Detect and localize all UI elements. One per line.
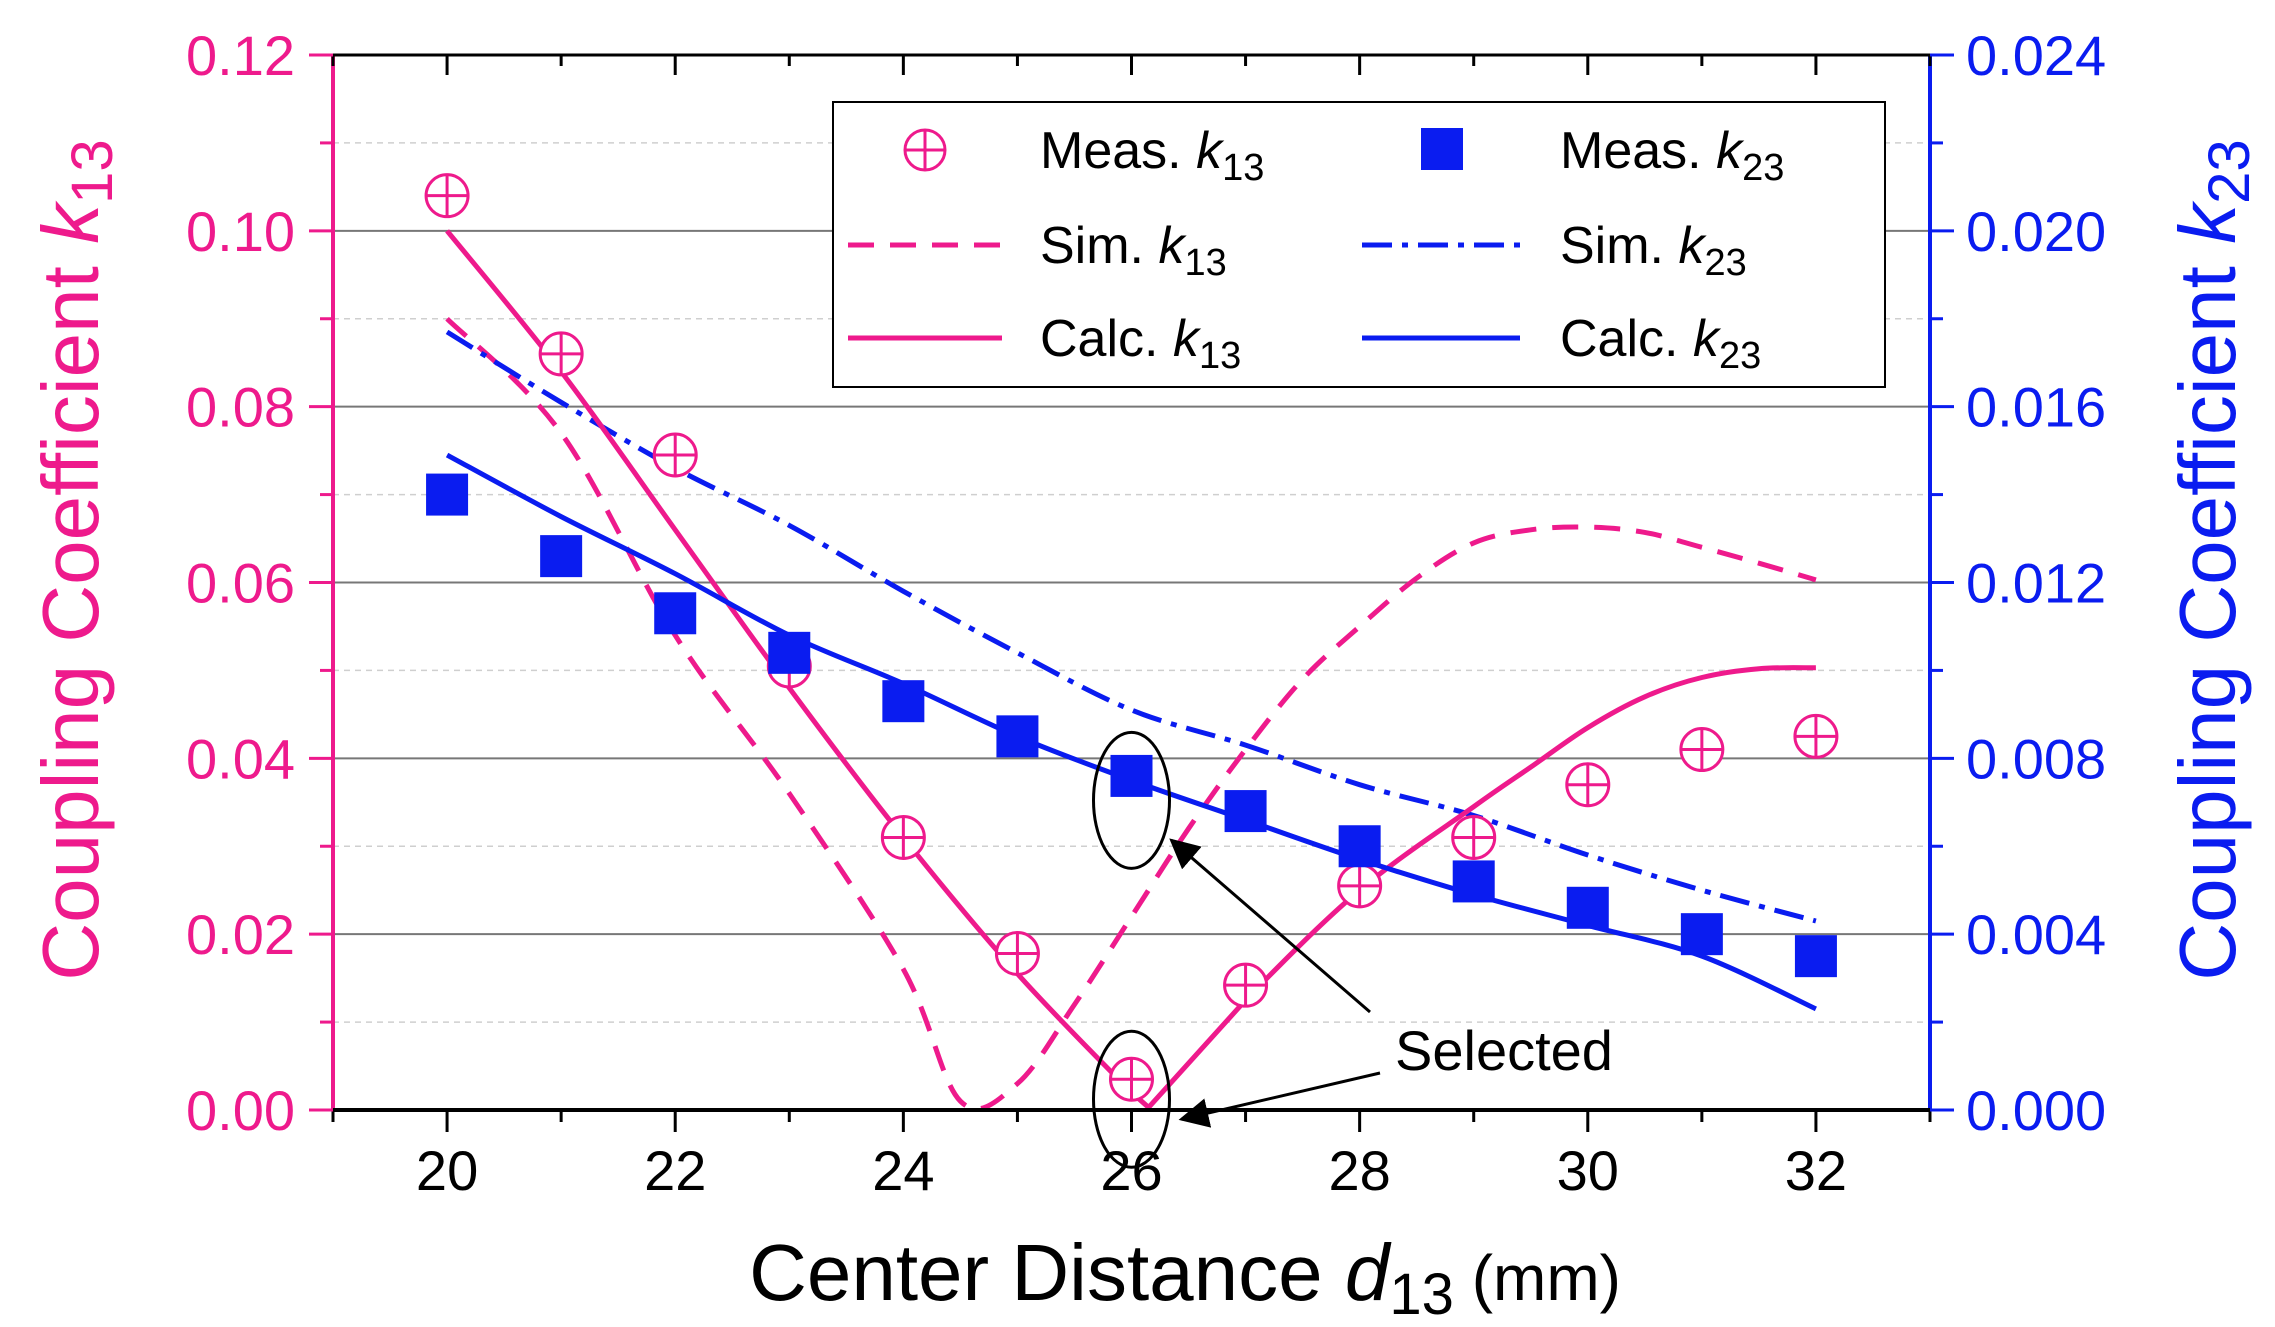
- x-tick-label: 32: [1785, 1139, 1847, 1202]
- annotation-ellipse: [1092, 730, 1171, 870]
- legend: Meas. k13 Sim. k13 Calc. k13 Meas. k23 S…: [832, 101, 1886, 388]
- x-axis-label-main: Center Distance: [749, 1228, 1345, 1317]
- point-meas-k23: [1338, 825, 1381, 868]
- y-right-axis-label: Coupling Coefficient k23: [2163, 139, 2262, 980]
- y-right-axis-label-sub: 23: [2197, 139, 2262, 204]
- point-meas-k13: [880, 814, 926, 860]
- point-meas-k13: [1565, 762, 1611, 808]
- point-meas-k13: [1337, 863, 1383, 909]
- x-tick-label: 30: [1557, 1139, 1619, 1202]
- x-axis-label-unit: (mm): [1454, 1242, 1621, 1314]
- point-meas-k23: [540, 535, 583, 578]
- y-right-tick-label: 0.024: [1966, 24, 2106, 87]
- legend-item-meas-k13: Meas. k13: [903, 122, 1264, 189]
- series-layer: [424, 173, 1839, 1112]
- line-sim-k13: [445, 316, 1817, 1112]
- point-meas-k13: [1793, 713, 1839, 759]
- annotation-ellipse: [1092, 1029, 1171, 1169]
- y-left-axis-label-var: k: [26, 200, 115, 244]
- legend-label-sim-k23: Sim. k23: [1560, 217, 1747, 284]
- point-meas-k23: [1680, 913, 1723, 956]
- legend-item-calc-k13: Calc. k13: [848, 310, 1241, 377]
- y-left-tick-label: 0.08: [186, 376, 295, 439]
- legend-label-calc-k13: Calc. k13: [1040, 310, 1241, 377]
- legend-swatch-meas-k23: [1421, 128, 1463, 170]
- point-meas-k23: [768, 631, 811, 674]
- y-left-tick-label: 0.10: [186, 200, 295, 263]
- point-meas-k13: [1451, 814, 1497, 860]
- x-axis-label-sub: 13: [1389, 1262, 1454, 1327]
- x-tick-label: 22: [644, 1139, 706, 1202]
- point-meas-k13: [1679, 727, 1725, 773]
- point-meas-k23: [882, 680, 925, 723]
- x-axis-label-var: d: [1345, 1228, 1392, 1317]
- legend-box: [832, 101, 1886, 388]
- point-meas-k23: [996, 715, 1039, 758]
- point-meas-k23: [1110, 754, 1153, 797]
- legend-label-meas-k23: Meas. k23: [1560, 122, 1784, 189]
- y-right-axis-label-var: k: [2163, 200, 2252, 244]
- point-meas-k13: [1223, 962, 1269, 1008]
- point-meas-k23: [1794, 935, 1837, 978]
- annotation-selected-label: Selected: [1395, 1019, 1613, 1082]
- x-tick-label: 20: [416, 1139, 478, 1202]
- legend-item-sim-k23: Sim. k23: [1362, 217, 1747, 284]
- y-right-tick-label: 0.012: [1966, 552, 2106, 615]
- x-axis-label: Center Distance d13 (mm): [749, 1228, 1621, 1327]
- y-left-axis-label-sub: 13: [60, 139, 125, 204]
- legend-label-meas-k13: Meas. k13: [1040, 122, 1264, 189]
- point-meas-k23: [1224, 790, 1267, 833]
- point-meas-k23: [654, 592, 697, 635]
- point-meas-k13: [424, 173, 470, 219]
- axes: [309, 53, 1954, 1132]
- legend-swatch-meas-k13: [903, 128, 947, 172]
- legend-label-sim-k13: Sim. k13: [1040, 217, 1227, 284]
- legend-label-calc-k23: Calc. k23: [1560, 310, 1761, 377]
- legend-item-meas-k23: Meas. k23: [1421, 122, 1784, 189]
- y-right-tick-label: 0.020: [1966, 200, 2106, 263]
- y-left-tick-label: 0.12: [186, 24, 295, 87]
- point-meas-k13: [994, 931, 1040, 977]
- point-meas-k13: [538, 331, 584, 377]
- y-left-axis-label: Coupling Coefficient k13: [26, 139, 125, 980]
- line-calc-k13: [445, 229, 1816, 1110]
- x-tick-label: 24: [872, 1139, 934, 1202]
- y-right-tick-label: 0.000: [1966, 1079, 2106, 1142]
- y-left-tick-label: 0.06: [186, 552, 295, 615]
- y-left-tick-label: 0.02: [186, 903, 295, 966]
- point-meas-k23: [1566, 886, 1609, 929]
- annotation-arrow: [1178, 1071, 1381, 1128]
- line-sim-k23: [445, 329, 1817, 924]
- point-meas-k13: [1109, 1056, 1154, 1102]
- annotation-arrow: [1169, 838, 1371, 1014]
- y-left-tick-label: 0.00: [186, 1079, 295, 1142]
- point-meas-k23: [426, 473, 469, 516]
- y-right-axis-label-main: Coupling Coefficient: [2163, 244, 2252, 981]
- legend-item-calc-k23: Calc. k23: [1362, 310, 1761, 377]
- point-meas-k23: [1452, 860, 1495, 903]
- x-tick-label: 28: [1328, 1139, 1390, 1202]
- legend-item-sim-k13: Sim. k13: [848, 217, 1227, 284]
- y-right-tick-label: 0.004: [1966, 903, 2106, 966]
- tick-labels: 20 22 24 26 28 30 32 0.00 0.02 0.04 0.06 0.08 0.10 0.…: [186, 24, 2106, 1202]
- y-left-tick-label: 0.04: [186, 727, 295, 790]
- point-meas-k13: [652, 432, 698, 478]
- y-left-axis-label-main: Coupling Coefficient: [26, 244, 115, 981]
- y-right-tick-label: 0.016: [1966, 376, 2106, 439]
- x-tick-label: 26: [1100, 1139, 1162, 1202]
- selected-annotation: Selected: [1092, 730, 1613, 1169]
- y-right-tick-label: 0.008: [1966, 727, 2106, 790]
